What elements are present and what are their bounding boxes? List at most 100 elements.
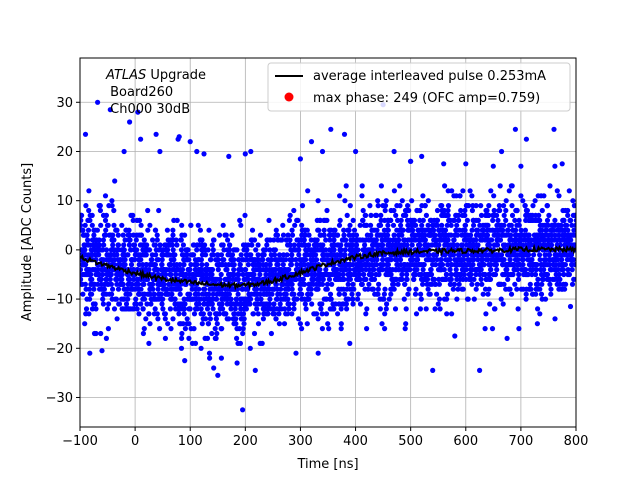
scatter-point [182,301,188,307]
scatter-point [475,257,481,263]
scatter-point [296,252,302,258]
scatter-point [294,262,300,268]
scatter-point [133,237,139,243]
scatter-point [434,222,440,228]
scatter-point [115,232,121,238]
scatter-point [289,311,295,317]
scatter-point [197,296,203,302]
scatter-point [448,232,454,238]
scatter-point [209,242,215,248]
scatter-point [485,291,491,297]
scatter-point [512,281,518,287]
scatter-point [341,131,348,137]
scatter-point [369,271,375,278]
scatter-point [227,242,233,248]
scatter-point [521,267,527,273]
scatter-point [338,326,344,332]
x-tick-label: 500 [398,434,423,449]
scatter-point [289,281,295,287]
scatter-point [516,262,522,268]
x-tick-label: −100 [62,434,98,449]
scatter-point [135,109,141,115]
scatter-point [207,316,213,322]
scatter-point [330,306,337,312]
scatter-point [96,203,102,209]
average-pulse-series [80,243,576,291]
scatter-point [530,203,536,209]
scatter-point [194,247,200,253]
scatter-point [557,276,563,282]
scatter-point [220,222,226,228]
scatter-point [507,286,513,292]
scatter-point [379,267,385,273]
scatter-point [447,217,453,223]
scatter-point [423,212,429,218]
scatter-point [520,232,526,238]
scatter-point [452,333,458,339]
scatter-point [513,227,519,233]
scatter-point [350,296,356,302]
scatter-point [475,217,481,223]
average-pulse-line [80,243,576,291]
scatter-point [391,286,397,292]
scatter-point [121,148,127,155]
scatter-point [163,271,169,278]
scatter-point [374,227,380,233]
scatter-point [520,198,526,204]
x-axis-label: Time [ns] [296,457,358,472]
scatter-point [400,227,406,233]
scatter-point [391,281,397,287]
scatter-point [563,281,569,287]
scatter-point [399,198,405,204]
scatter-point [80,212,85,218]
scatter-point [161,311,168,317]
scatter-point [226,247,232,253]
scatter-point [204,262,210,268]
scatter-point [341,237,347,243]
scatter-point [488,237,494,243]
scatter-point [98,330,104,337]
scatter-point [201,301,207,307]
scatter-point [450,242,456,248]
scatter-point [375,198,381,204]
y-tick-label: 30 [56,96,73,111]
scatter-point [442,252,448,258]
scatter-point [558,222,564,228]
scatter-point [83,306,90,312]
scatter-point [282,306,288,312]
scatter-point [174,242,180,248]
scatter-point [297,156,303,162]
scatter-point [471,296,477,302]
scatter-point [80,291,86,297]
scatter-point [548,291,554,297]
scatter-point [448,222,454,228]
scatter-point [500,301,506,307]
scatter-point [430,367,436,373]
scatter-point [337,193,343,199]
scatter-point [238,306,244,312]
scatter-point [110,286,116,292]
scatter-point [385,232,391,238]
scatter-point [203,316,209,322]
scatter-point [339,276,346,282]
scatter-point [336,222,343,228]
scatter-point [381,296,387,302]
scatter-point [569,222,575,228]
scatter-point [455,286,461,292]
scatter-point [498,296,504,302]
scatter-point [418,291,424,297]
scatter-point [103,276,109,282]
scatter-point [484,207,490,214]
scatter-point [414,267,420,273]
scatter-point [84,232,90,238]
annotation: ATLAS Upgrade Board260 Ch000 30dB [105,68,206,117]
scatter-point [565,267,571,273]
scatter-point [342,291,348,297]
scatter-point [378,212,384,218]
scatter-point [350,301,356,307]
scatter-point [293,276,299,282]
scatter-point [195,222,201,228]
scatter-point [536,212,542,218]
scatter-point [341,232,347,238]
scatter-point [231,271,237,278]
